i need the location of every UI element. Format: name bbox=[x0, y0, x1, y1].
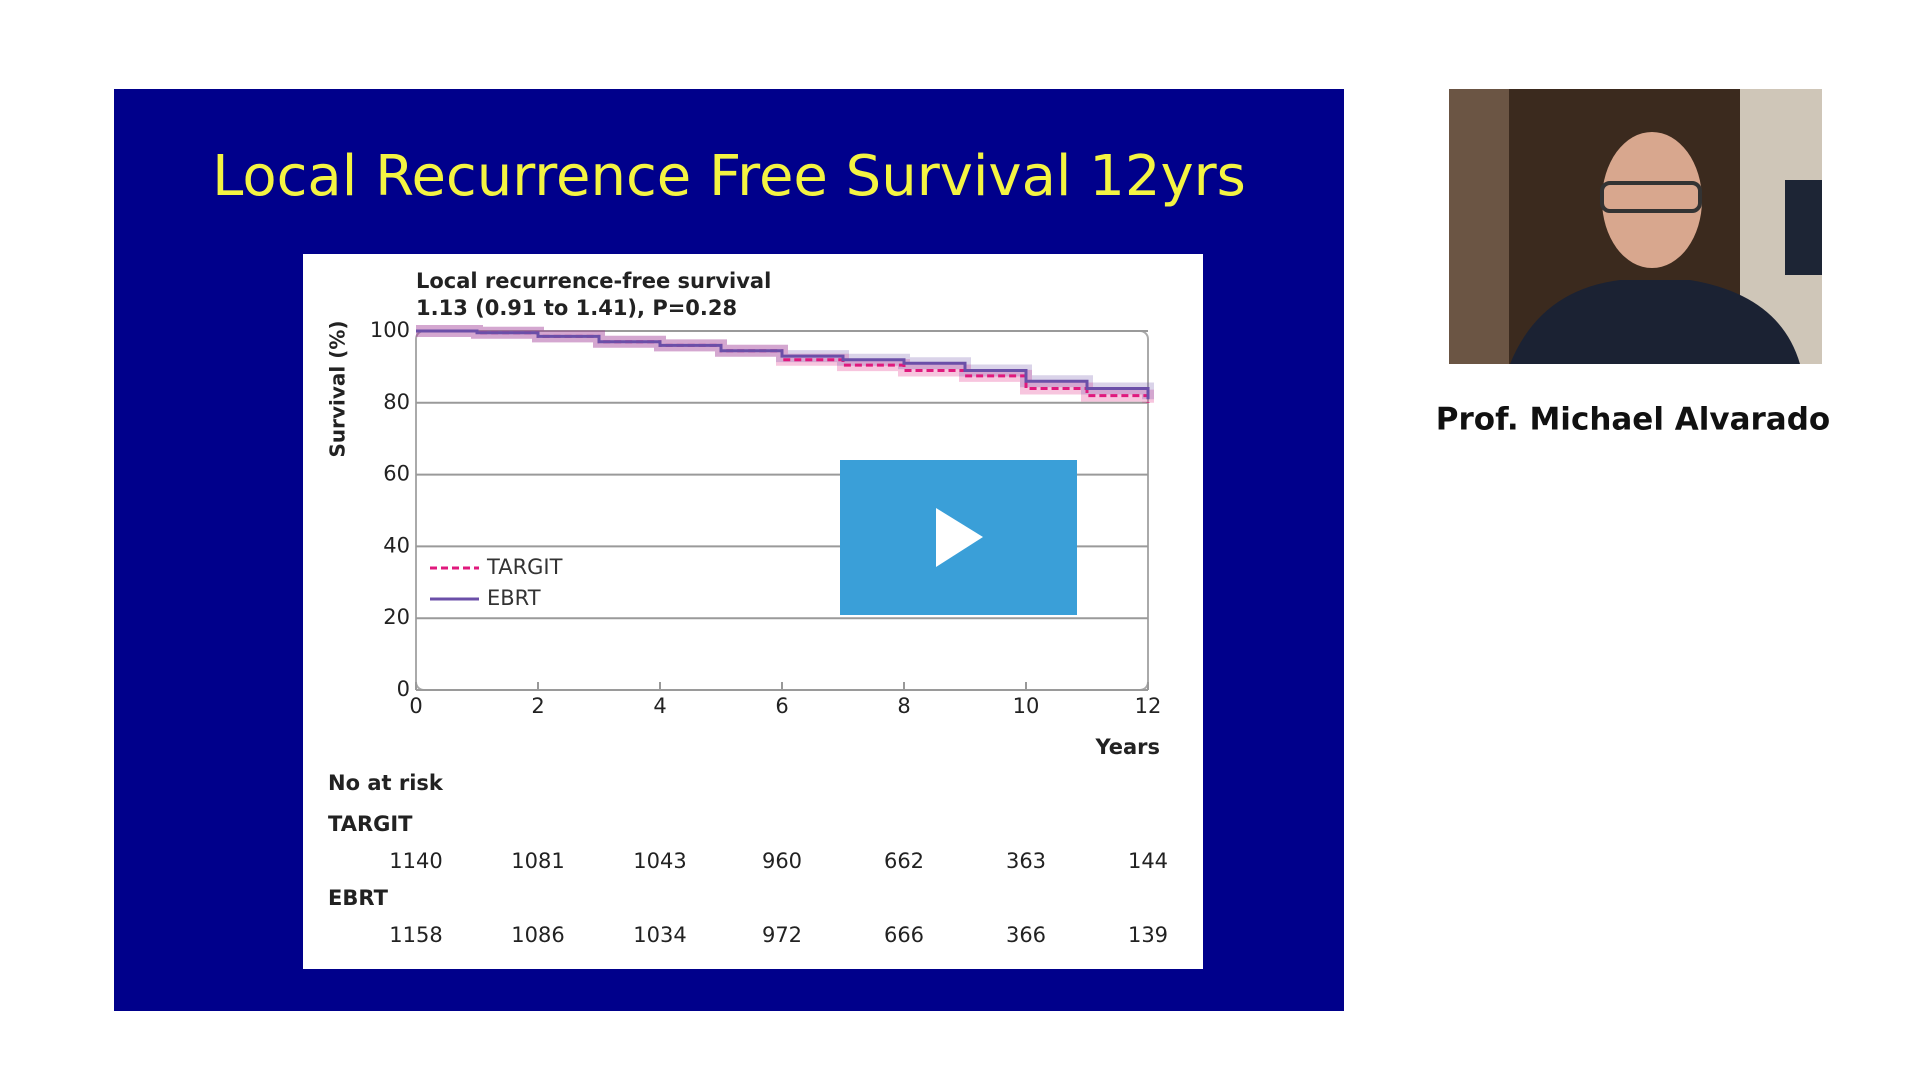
risk-value: 960 bbox=[762, 849, 802, 873]
risk-table-title: No at risk bbox=[328, 771, 444, 795]
x-tick-label: 10 bbox=[1013, 694, 1040, 718]
series-line bbox=[416, 329, 1150, 400]
y-tick-label: 100 bbox=[370, 318, 410, 342]
x-tick-label: 8 bbox=[897, 694, 910, 718]
slide-title: Local Recurrence Free Survival 12yrs bbox=[212, 144, 1246, 209]
x-axis-label: Years bbox=[1094, 735, 1160, 759]
risk-row-label: EBRT bbox=[328, 886, 389, 910]
risk-row-label: TARGIT bbox=[328, 812, 413, 836]
x-tick-label: 2 bbox=[531, 694, 544, 718]
risk-value: 1043 bbox=[633, 849, 686, 873]
head bbox=[1602, 132, 1702, 268]
picture-frame bbox=[1785, 180, 1822, 275]
risk-value: 666 bbox=[884, 923, 924, 947]
glasses bbox=[1600, 181, 1702, 213]
wall bbox=[1449, 89, 1509, 364]
x-tick-label: 6 bbox=[775, 694, 788, 718]
risk-value: 139 bbox=[1128, 923, 1168, 947]
risk-value: 972 bbox=[762, 923, 802, 947]
risk-value: 363 bbox=[1006, 849, 1046, 873]
risk-value: 1034 bbox=[633, 923, 686, 947]
risk-value: 1140 bbox=[389, 849, 442, 873]
risk-value: 1086 bbox=[511, 923, 564, 947]
chart-title: Local recurrence-free survival bbox=[416, 269, 771, 293]
presenter-name: Prof. Michael Alvarado bbox=[1436, 402, 1830, 438]
risk-value: 662 bbox=[884, 849, 924, 873]
shirt bbox=[1510, 280, 1800, 364]
y-tick-label: 40 bbox=[383, 533, 410, 557]
risk-value: 1081 bbox=[511, 849, 564, 873]
play-icon bbox=[936, 508, 983, 567]
y-tick-label: 60 bbox=[383, 462, 410, 486]
webcam-video bbox=[1449, 89, 1822, 364]
risk-value: 144 bbox=[1128, 849, 1168, 873]
x-tick-label: 12 bbox=[1135, 694, 1162, 718]
risk-value: 366 bbox=[1006, 923, 1046, 947]
x-tick-label: 4 bbox=[653, 694, 666, 718]
y-tick-label: 80 bbox=[383, 390, 410, 414]
y-axis-label: Survival (%) bbox=[326, 320, 350, 457]
x-tick-label: 0 bbox=[409, 694, 422, 718]
y-tick-label: 0 bbox=[397, 677, 410, 701]
legend-label: TARGIT bbox=[486, 555, 563, 579]
risk-value: 1158 bbox=[389, 923, 442, 947]
chart-subtitle: 1.13 (0.91 to 1.41), P=0.28 bbox=[416, 296, 737, 320]
y-tick-label: 20 bbox=[383, 605, 410, 629]
legend-label: EBRT bbox=[487, 586, 541, 610]
